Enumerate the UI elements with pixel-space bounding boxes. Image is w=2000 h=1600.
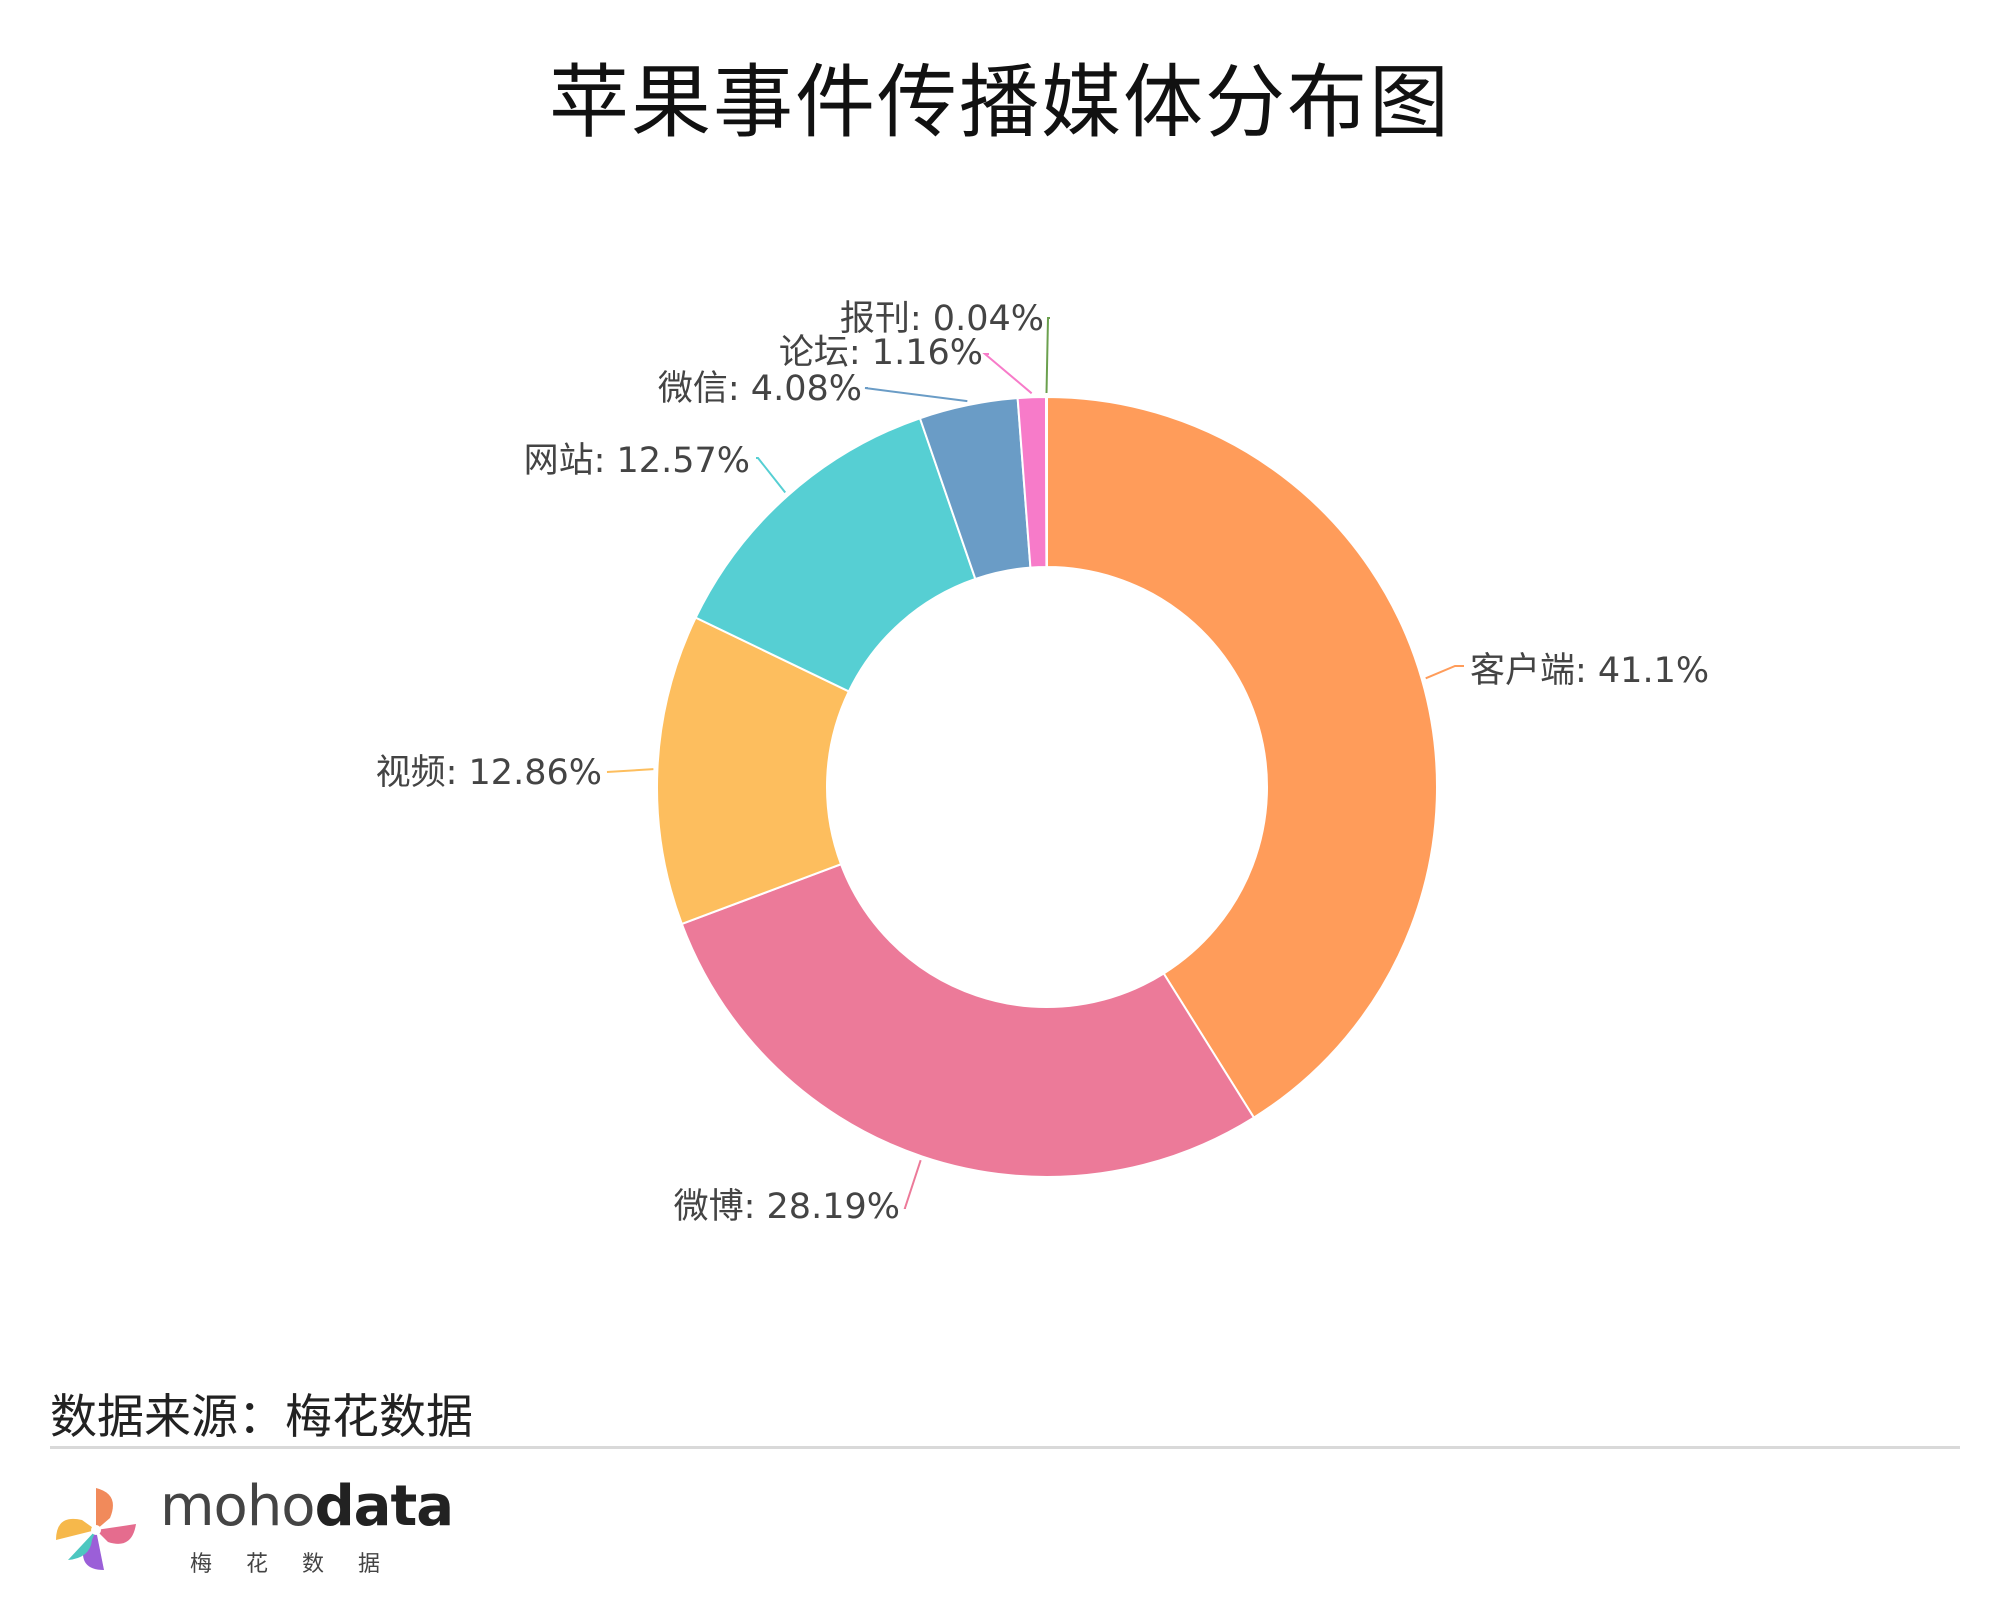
slice-label-1: 微博: 28.19%	[674, 1187, 900, 1227]
mohodata-pinwheel-logo	[56, 1488, 136, 1570]
slice-0[interactable]	[1046, 395, 1438, 1119]
leader-line-5	[982, 353, 1033, 395]
footer-divider	[50, 1446, 1960, 1449]
labels-layer: 客户端: 41.1% 微博: 28.19% 视频: 12.86% 网站: 12.57%…	[376, 299, 1709, 1227]
leader-line-6	[1045, 317, 1050, 394]
slice-6[interactable]	[1045, 395, 1048, 569]
leader-line-1	[903, 1159, 922, 1209]
brand-wordmark: mohodata	[160, 1474, 454, 1539]
leader-line-4	[864, 387, 968, 403]
slice-label-6: 报刊: 0.04%	[840, 299, 1044, 339]
brand-bold: data	[314, 1474, 454, 1539]
brand-subtitle: 梅花数据	[190, 1552, 415, 1577]
chart-title: 苹果事件传播媒体分布图	[549, 56, 1451, 149]
slice-label-2: 视频: 12.86%	[376, 753, 602, 793]
brand-light: moho	[160, 1474, 316, 1539]
leader-line-2	[606, 768, 654, 773]
slice-label-5: 论坛: 1.16%	[779, 333, 983, 373]
slice-label-4: 微信: 4.08%	[658, 369, 862, 409]
leader-lines-layer	[606, 317, 1464, 1209]
leader-line-3	[756, 457, 787, 494]
slice-label-3: 网站: 12.57%	[524, 441, 750, 481]
slice-1[interactable]	[680, 862, 1256, 1178]
slice-label-0: 客户端: 41.1%	[1470, 651, 1709, 691]
leader-line-0	[1425, 665, 1464, 680]
data-source-note: 数据来源：梅花数据	[50, 1390, 473, 1445]
slices-layer	[656, 395, 1438, 1178]
slice-2[interactable]	[656, 616, 851, 926]
